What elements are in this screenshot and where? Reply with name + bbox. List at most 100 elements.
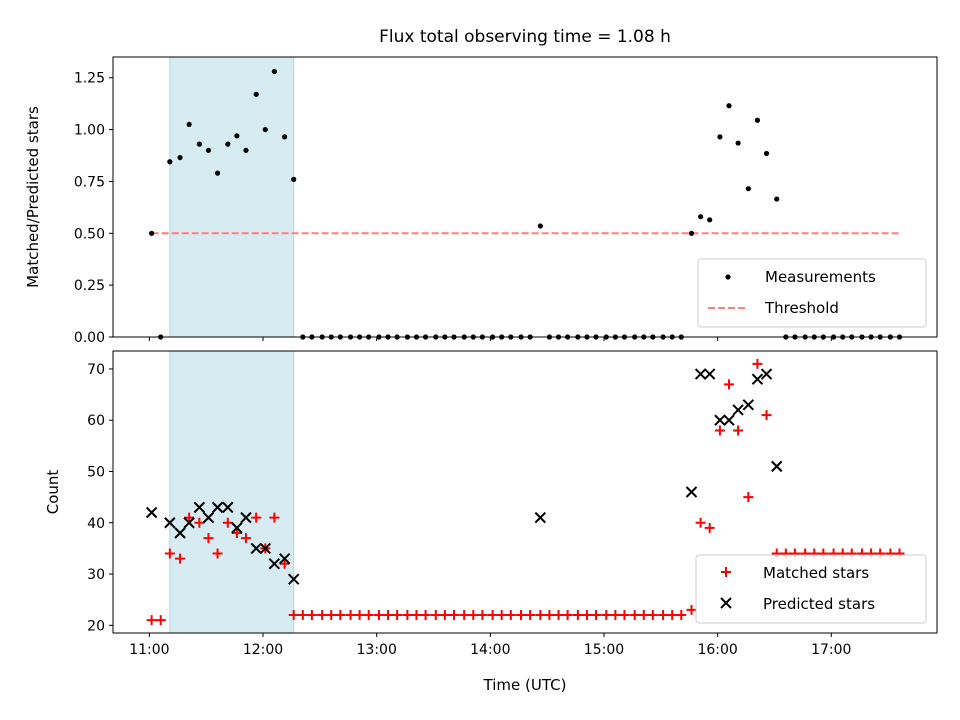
bottom-plot-frame	[112, 350, 938, 634]
bottom-y-axis-label: Count	[44, 470, 62, 515]
measurement-point	[186, 121, 192, 128]
matched-star-point	[629, 610, 640, 621]
predicted-star-point	[760, 368, 773, 380]
matched-star-point	[392, 610, 403, 621]
matched-star-point	[373, 610, 384, 621]
predicted-star-point	[278, 552, 291, 565]
top-plot-frame	[112, 56, 938, 338]
predicted-star-point	[174, 527, 186, 539]
legend-threshold-label: Threshold	[764, 299, 839, 317]
x-tick-label: 15:00	[584, 642, 624, 658]
top-highlight-span	[169, 56, 295, 338]
measurement-point	[262, 126, 268, 133]
matched-star-point	[695, 517, 706, 528]
y-tick-label: 1.25	[74, 71, 105, 87]
matched-star-point	[658, 610, 669, 621]
matched-star-point	[638, 610, 649, 621]
predicted-star-point	[145, 506, 158, 519]
bottom-legend-box	[695, 554, 927, 624]
predicted-star-point	[193, 501, 206, 514]
legend-predicted-marker	[720, 597, 732, 609]
matched-star-point	[184, 512, 195, 523]
matched-star-point	[704, 522, 715, 533]
matched-star-point	[240, 533, 251, 544]
top-legend: Measurements Threshold	[697, 258, 927, 328]
matched-star-point	[354, 610, 365, 621]
matched-star-point	[591, 610, 602, 621]
legend-predicted-label: Predicted stars	[763, 595, 875, 613]
predicted-star-point	[211, 501, 224, 514]
matched-star-point	[686, 604, 697, 615]
measurement-point	[697, 214, 704, 220]
measurement-point	[774, 196, 780, 202]
matched-star-point	[581, 610, 592, 621]
matched-star-point	[610, 610, 621, 621]
matched-star-point	[222, 517, 233, 528]
matched-star-point	[164, 548, 175, 559]
matched-star-point	[175, 553, 186, 564]
matched-star-point	[251, 512, 262, 523]
matched-star-point	[733, 425, 744, 436]
measurement-point	[205, 147, 212, 153]
matched-star-point	[279, 558, 290, 569]
y-tick-label: 0.00	[74, 330, 105, 346]
predicted-star-point	[183, 517, 195, 529]
predicted-star-point	[732, 404, 744, 416]
legend-measurements-marker	[725, 274, 731, 280]
x-axis-label: Time (UTC)	[483, 676, 567, 694]
measurement-point	[537, 223, 543, 229]
matched-star-point	[487, 610, 498, 621]
matched-star-point	[194, 517, 205, 528]
predicted-star-point	[164, 517, 176, 529]
measurement-point	[234, 133, 240, 139]
predicted-star-point	[694, 368, 707, 380]
matched-star-point	[714, 425, 725, 436]
matched-star-point	[525, 610, 536, 621]
measurement-point	[225, 141, 231, 147]
y-tick-label: 30	[87, 567, 105, 583]
predicted-star-point	[751, 373, 764, 385]
matched-star-point	[667, 610, 678, 621]
y-tick-label: 60	[87, 413, 105, 429]
predicted-star-point	[250, 542, 262, 555]
measurement-point	[177, 154, 183, 161]
y-tick-label: 0.75	[74, 174, 105, 190]
predicted-star-point	[259, 542, 272, 555]
predicted-star-point	[222, 501, 234, 514]
matched-star-point	[345, 610, 356, 621]
matched-star-point	[363, 610, 374, 621]
legend-measurements-label: Measurements	[765, 268, 876, 286]
measurement-point	[282, 134, 288, 140]
matched-star-point	[155, 615, 166, 626]
matched-star-point	[601, 610, 612, 621]
predicted-star-point	[723, 414, 735, 426]
measurement-point	[291, 176, 297, 182]
top-panel: 0.00 0.25 0.50 0.75 1.00 1.25 Matched/Predict…	[24, 56, 938, 346]
predicted-star-point	[202, 511, 215, 524]
measurement-point	[763, 150, 770, 157]
y-tick-label: 50	[87, 464, 105, 480]
bottom-panel: 20 30 40 50 60 70 11:00 12:00 13:00 14:00 15:00 16…	[44, 350, 938, 694]
y-tick-label: 0.25	[74, 278, 105, 294]
matched-star-point	[553, 610, 564, 621]
predicted-star-point	[534, 511, 547, 524]
matched-star-point	[335, 610, 346, 621]
matched-star-point	[231, 528, 242, 539]
matched-star-point	[297, 610, 308, 621]
matched-star-point	[619, 610, 630, 621]
matched-star-point	[459, 610, 470, 621]
matched-star-point	[203, 533, 214, 544]
bottom-highlight-span	[169, 350, 295, 634]
matched-star-point	[647, 610, 658, 621]
matched-star-point	[477, 610, 488, 621]
predicted-star-point	[288, 573, 300, 585]
matched-star-point	[562, 610, 573, 621]
predicted-star-point	[231, 522, 243, 534]
matched-star-point	[505, 610, 516, 621]
predicted-star-point	[703, 368, 716, 380]
measurement-point	[167, 159, 173, 165]
y-tick-label: 40	[87, 516, 105, 532]
matched-star-point	[306, 610, 317, 621]
measurement-point	[717, 134, 723, 140]
